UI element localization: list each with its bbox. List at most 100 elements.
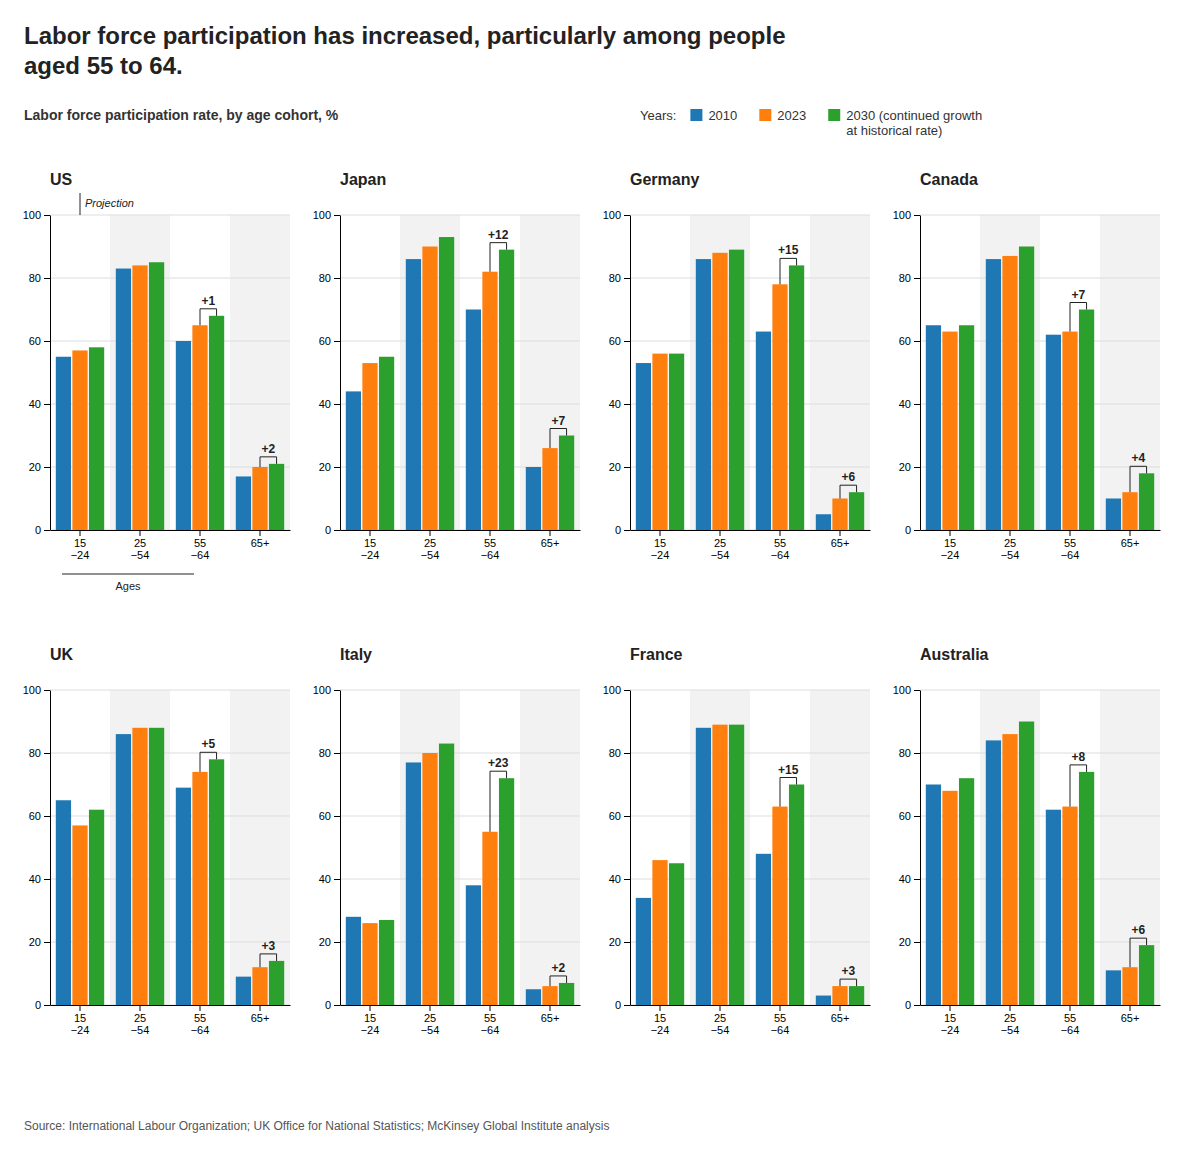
bar [89, 347, 104, 530]
y-tick: 60 [29, 335, 50, 347]
x-tick-label-line: −24 [71, 549, 90, 561]
x-tick-label-line: −64 [191, 549, 210, 561]
group-shade [980, 215, 1040, 530]
x-tick-label: 25−54 [131, 1012, 150, 1037]
grid [340, 215, 580, 530]
y-tick-mark [914, 753, 920, 754]
y-tick: 0 [35, 999, 50, 1011]
delta-label: +5 [201, 737, 215, 751]
bar [176, 788, 191, 1005]
group-shade [1100, 690, 1160, 1005]
bar [1019, 722, 1034, 1006]
y-tick: 100 [313, 684, 340, 696]
x-axis: 15−2425−5455−6465+ [921, 530, 1161, 561]
annotation: +15 [778, 243, 799, 284]
projection-label: Projection [85, 197, 134, 209]
x-tick-label-line: 65+ [1121, 1012, 1140, 1024]
bar-series [379, 744, 574, 1005]
y-tick-mark [334, 816, 340, 817]
y-tick-label: 80 [29, 747, 41, 759]
y-tick-label: 0 [325, 999, 331, 1011]
y-tick-label: 100 [603, 684, 621, 696]
x-tick-label: 55−64 [191, 537, 210, 562]
x-label: Ages [115, 580, 141, 592]
bar [942, 332, 957, 530]
bar-series [959, 722, 1154, 1006]
delta-label: +12 [488, 228, 509, 242]
y-tick-mark [334, 942, 340, 943]
grid-line [920, 753, 1160, 754]
bar [1079, 772, 1094, 1005]
bar [926, 785, 941, 1006]
bar [72, 825, 87, 1005]
y-tick-label: 20 [29, 936, 41, 948]
x-tick: 25−54 [131, 1005, 150, 1036]
x-axis: 15−2425−5455−6465+ [921, 1005, 1161, 1036]
grid-line [630, 278, 870, 279]
x-tick: 65+ [251, 1005, 270, 1024]
y-tick: 40 [609, 873, 630, 885]
x-tick-mark [200, 1005, 201, 1011]
legend-item: 2023 [759, 108, 806, 123]
bar-series [72, 265, 267, 530]
delta-bracket [260, 954, 277, 967]
y-tick-mark [914, 942, 920, 943]
bar [789, 785, 804, 1006]
x-axis: 15−2425−5455−6465+ [51, 1005, 291, 1036]
y-axis: 020406080100 [893, 209, 921, 536]
y-tick-mark [914, 530, 920, 531]
y-tick: 80 [899, 272, 920, 284]
group-shading [400, 690, 580, 1005]
y-tick-mark [914, 404, 920, 405]
grid-line [50, 278, 290, 279]
y-tick: 20 [319, 936, 340, 948]
bar [116, 734, 131, 1005]
bars [926, 722, 1154, 1006]
bar [72, 350, 87, 530]
legend-label-line: 2030 (continued growth [846, 108, 982, 123]
group-shade [110, 215, 170, 530]
x-tick-label: 65+ [831, 1012, 850, 1024]
bar [466, 310, 481, 531]
delta-label: +7 [1071, 288, 1085, 302]
x-tick: 65+ [1121, 1005, 1140, 1024]
grid-line [50, 816, 290, 817]
group-shading [110, 215, 290, 530]
y-tick-label: 100 [313, 684, 331, 696]
bar-series [362, 753, 557, 1005]
bar [192, 325, 207, 530]
grid-line [920, 690, 1160, 691]
y-tick-label: 100 [23, 209, 41, 221]
x-tick: 55−64 [191, 530, 210, 561]
bar [209, 316, 224, 530]
y-axis: 020406080100 [313, 209, 341, 536]
y-tick: 20 [899, 936, 920, 948]
panel-title: France [630, 646, 683, 663]
delta-label: +4 [1131, 451, 1145, 465]
x-tick-label-line: −24 [651, 1024, 670, 1036]
y-tick-label: 60 [899, 335, 911, 347]
y-tick-mark [44, 278, 50, 279]
bar [482, 832, 497, 1005]
x-tick-mark [840, 530, 841, 536]
x-tick-label-line: 65+ [541, 537, 560, 549]
x-tick-label-line: −54 [421, 1024, 440, 1036]
y-tick-label: 80 [609, 747, 621, 759]
x-tick-label-line: 55 [194, 537, 206, 549]
panel: 15−2425−5455−6465+020406080100France+15+… [603, 646, 871, 1036]
y-axis-line [50, 216, 51, 531]
y-tick: 80 [29, 747, 50, 759]
bar [1046, 810, 1061, 1005]
bars [56, 728, 284, 1005]
bar [772, 807, 787, 1005]
x-tick-label-line: −64 [191, 1024, 210, 1036]
grid [340, 690, 580, 1005]
delta-bracket [780, 258, 797, 284]
bars [346, 237, 574, 530]
x-tick: 55−64 [1061, 530, 1080, 561]
x-tick: 55−64 [771, 1005, 790, 1036]
y-tick-mark [624, 1005, 630, 1006]
x-tick-label: 65+ [541, 1012, 560, 1024]
y-tick-label: 80 [899, 272, 911, 284]
y-axis: 020406080100 [893, 684, 921, 1011]
